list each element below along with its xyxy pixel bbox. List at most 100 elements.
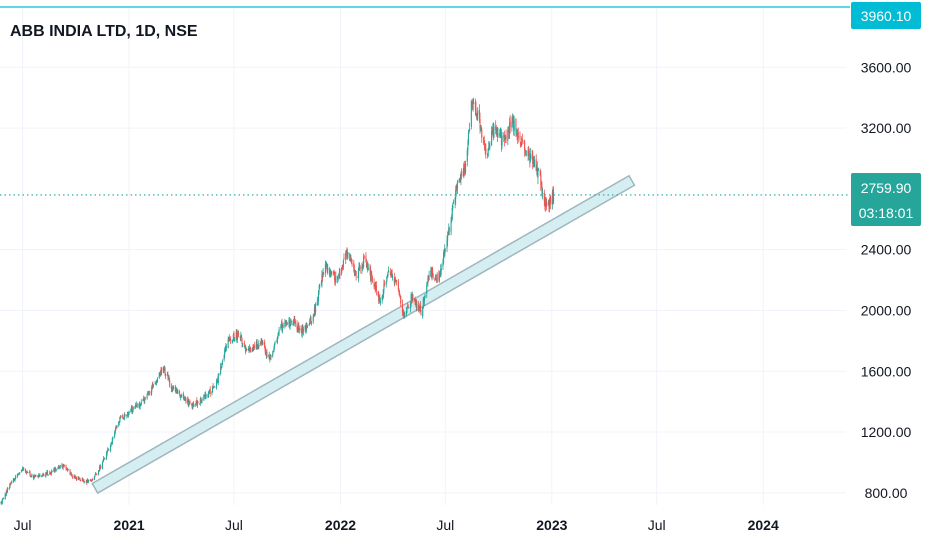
candle-body: [213, 387, 215, 389]
candle: [260, 341, 262, 346]
candle: [400, 295, 402, 308]
candle-body: [346, 252, 348, 257]
candle: [231, 339, 233, 344]
candle-body: [415, 299, 417, 308]
candle: [391, 269, 393, 278]
candle: [85, 479, 87, 484]
candle-body: [324, 264, 326, 273]
candle: [199, 396, 201, 406]
candle-body: [363, 256, 365, 258]
candle: [89, 478, 91, 482]
candle-body: [316, 301, 318, 306]
candle: [47, 474, 49, 477]
candle: [331, 271, 333, 277]
candle-body: [119, 416, 121, 423]
price-axis[interactable]: 800.00 1200.00 1600.00 2000.00 2400.00 3200.0…: [861, 59, 912, 501]
candle-body: [383, 283, 386, 285]
candle-body: [268, 354, 270, 360]
candle: [401, 299, 403, 316]
last-price-badge-bg: [851, 173, 921, 226]
candle: [342, 259, 344, 271]
trend-channel[interactable]: [91, 174, 636, 495]
candle: [24, 468, 27, 474]
candle: [297, 323, 299, 333]
candle-body: [205, 394, 207, 397]
candle-body: [225, 345, 227, 350]
candle: [184, 395, 186, 401]
candle-body: [329, 273, 331, 274]
candle-body: [204, 394, 206, 397]
candle-body: [488, 147, 490, 150]
candle-body: [322, 272, 324, 278]
candle-body: [443, 252, 445, 263]
candle: [436, 272, 438, 283]
candle: [469, 122, 471, 132]
candle: [146, 393, 148, 400]
candle-body: [516, 134, 518, 136]
candle: [4, 492, 6, 500]
candle: [189, 399, 191, 405]
candle-body: [524, 151, 526, 153]
candle: [16, 473, 18, 479]
candle: [172, 385, 174, 392]
candle-body: [9, 483, 11, 488]
candle-body: [355, 271, 357, 277]
candle: [130, 405, 132, 412]
candle: [1, 498, 3, 505]
candle-body: [37, 476, 39, 478]
candle: [246, 348, 248, 351]
candle: [216, 379, 218, 384]
candle-body: [540, 184, 542, 187]
candle-body: [59, 466, 61, 468]
time-axis[interactable]: Jul 2021 Jul 2022 Jul 2023 Jul 2024: [14, 517, 779, 533]
candle: [308, 322, 310, 327]
candle: [247, 346, 249, 352]
candle-body: [236, 336, 238, 340]
candle-body: [155, 382, 157, 385]
candle: [394, 279, 396, 286]
candle-body: [130, 409, 132, 412]
candle: [82, 477, 84, 482]
candle-body: [317, 299, 319, 301]
candle: [192, 403, 194, 410]
candle: [261, 337, 263, 345]
candle-body: [273, 343, 276, 347]
candle: [42, 472, 44, 477]
candle-body: [529, 161, 531, 164]
candle-body: [66, 468, 68, 471]
candle-body: [42, 474, 44, 476]
candle: [492, 123, 494, 136]
candle: [414, 296, 416, 305]
candle: [39, 473, 41, 478]
candle-body: [183, 398, 185, 400]
candle-body: [39, 475, 41, 477]
candle-body: [6, 488, 9, 492]
candle-body: [195, 404, 197, 405]
candle: [326, 261, 328, 270]
candle: [167, 374, 170, 380]
candle-body: [78, 477, 80, 479]
candle-body: [330, 272, 332, 273]
candle-body: [401, 303, 403, 313]
candle: [346, 247, 348, 260]
candle: [2, 497, 5, 500]
candle: [396, 279, 398, 286]
candle-body: [540, 175, 542, 186]
candle: [111, 442, 113, 444]
candle-body: [515, 118, 517, 133]
candle: [427, 275, 430, 282]
candle-body: [127, 414, 129, 415]
candle-body: [539, 170, 541, 176]
candle: [470, 100, 472, 130]
candle-body: [515, 132, 518, 134]
candle-body: [290, 320, 292, 324]
candle-body: [264, 346, 266, 352]
candle-body: [215, 386, 217, 388]
candle: [544, 196, 547, 212]
candle: [229, 337, 231, 342]
trend-channel-layer[interactable]: [91, 174, 636, 495]
candle-body: [101, 462, 104, 469]
candle-body: [74, 475, 76, 478]
